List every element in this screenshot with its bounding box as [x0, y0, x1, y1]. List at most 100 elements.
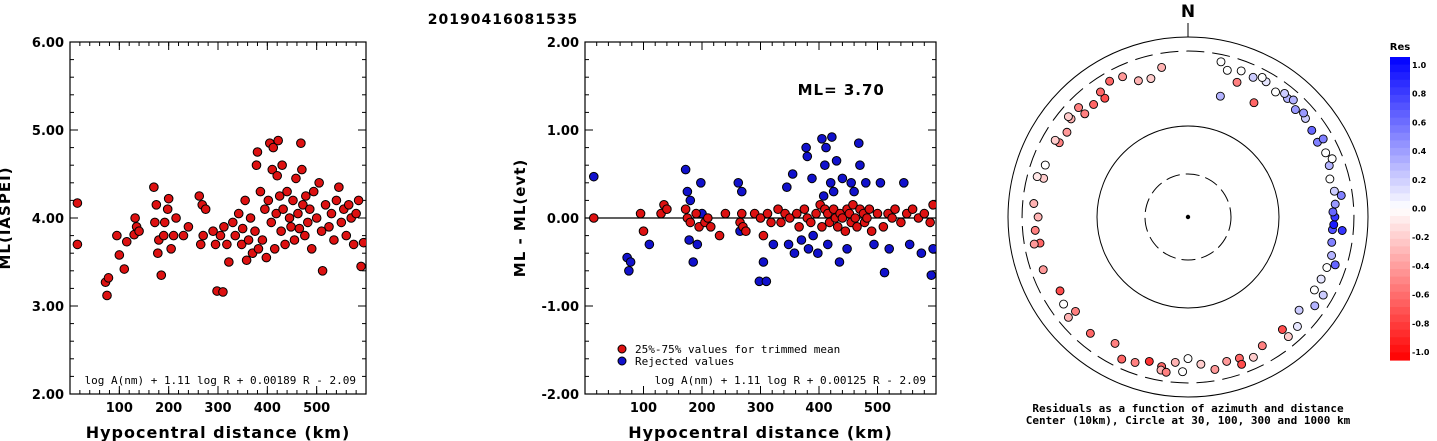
x-tick-label: 500 [303, 401, 330, 416]
colorbar-segment [1390, 163, 1410, 172]
data-point [222, 239, 232, 250]
data-point [720, 208, 731, 219]
data-point [306, 244, 317, 254]
data-point [341, 230, 352, 241]
data-point [194, 191, 205, 201]
data-point [817, 134, 827, 144]
x-tick-label: 400 [254, 401, 281, 416]
data-point [316, 226, 327, 236]
data-point [278, 204, 288, 214]
data-point [358, 237, 366, 248]
data-point [348, 239, 359, 250]
station-point [1330, 260, 1340, 270]
colorbar-segment [1390, 57, 1410, 66]
ml-annotation: ML= 3.70 [798, 81, 885, 99]
x-axis-label: Hypocentral distance (km) [86, 423, 351, 441]
colorbar-segment [1390, 117, 1410, 126]
colorbar-segment [1390, 276, 1410, 285]
data-point [245, 213, 256, 223]
data-point [311, 213, 322, 223]
data-point [198, 230, 208, 241]
data-point [864, 204, 875, 214]
figure-title: 20190416081535 [428, 12, 578, 28]
station-point [1336, 191, 1346, 200]
data-point [776, 217, 786, 228]
data-point [72, 198, 83, 208]
data-point [266, 217, 277, 228]
data-point [240, 195, 250, 206]
station-point [1071, 306, 1080, 316]
data-point [904, 239, 915, 250]
data-point [119, 264, 130, 274]
data-point [685, 217, 696, 228]
data-point [682, 186, 693, 197]
colorbar-tick-label: -0.2 [1412, 233, 1430, 242]
station-point [1063, 312, 1073, 322]
data-point [183, 222, 194, 232]
y-tick-label: 3.00 [32, 300, 64, 315]
station-point [1288, 95, 1298, 105]
station-point [1329, 220, 1339, 230]
station-point [1089, 100, 1099, 109]
data-point [818, 191, 829, 201]
y-tick-label: 2.00 [32, 388, 64, 403]
station-point [1325, 174, 1335, 184]
data-point [928, 200, 936, 210]
colorbar-segment [1390, 72, 1410, 81]
data-point [766, 217, 776, 228]
data-point [334, 182, 344, 192]
legend-label: 25%-75% values for trimmed mean [635, 343, 840, 356]
data-point [272, 170, 283, 181]
center-point [1185, 214, 1191, 220]
data-point [773, 204, 783, 214]
station-point [1307, 125, 1317, 135]
data-point [103, 273, 114, 283]
colorbar-segment [1390, 102, 1410, 111]
colorbar-segment [1390, 170, 1410, 179]
data-point [696, 178, 706, 188]
station-point [1117, 354, 1127, 364]
station-point [1059, 299, 1069, 309]
station-point [1210, 364, 1220, 374]
station-point [1110, 338, 1120, 348]
colorbar-tick-label: 0.6 [1412, 118, 1427, 127]
data-point [638, 226, 649, 236]
colorbar-segment [1390, 132, 1410, 141]
data-point [832, 222, 843, 232]
data-point [896, 217, 906, 228]
station-point [1161, 367, 1171, 377]
station-point [1327, 237, 1337, 247]
caption-line-2: Center (10km), Circle at 30, 100, 300 an… [1026, 414, 1351, 427]
data-point [813, 248, 823, 258]
x-tick-label: 400 [805, 401, 832, 416]
station-point [1183, 354, 1193, 364]
y-axis-label: ML - ML(evt) [511, 159, 529, 277]
data-point [842, 244, 852, 254]
station-point [1222, 65, 1232, 75]
data-point [588, 213, 599, 223]
station-point [1330, 199, 1340, 209]
data-point [849, 186, 859, 197]
data-point [733, 178, 744, 188]
colorbar-tick-label: 0.0 [1412, 205, 1427, 214]
data-point [255, 186, 266, 197]
data-point [166, 244, 176, 254]
station-point [1080, 109, 1090, 119]
data-point [72, 239, 83, 250]
data-point [268, 142, 279, 153]
data-point [163, 193, 174, 204]
station-point [1249, 98, 1259, 108]
data-point [789, 248, 800, 258]
data-point [153, 248, 163, 258]
data-point [296, 138, 306, 148]
data-point [257, 235, 268, 245]
data-points [72, 135, 366, 301]
data-point [662, 204, 672, 214]
data-point [171, 213, 181, 223]
data-point [806, 217, 816, 228]
station-point [1337, 226, 1347, 235]
data-point [825, 178, 836, 188]
station-point [1146, 74, 1156, 84]
colorbar-segment [1390, 125, 1410, 134]
station-point [1196, 359, 1206, 369]
